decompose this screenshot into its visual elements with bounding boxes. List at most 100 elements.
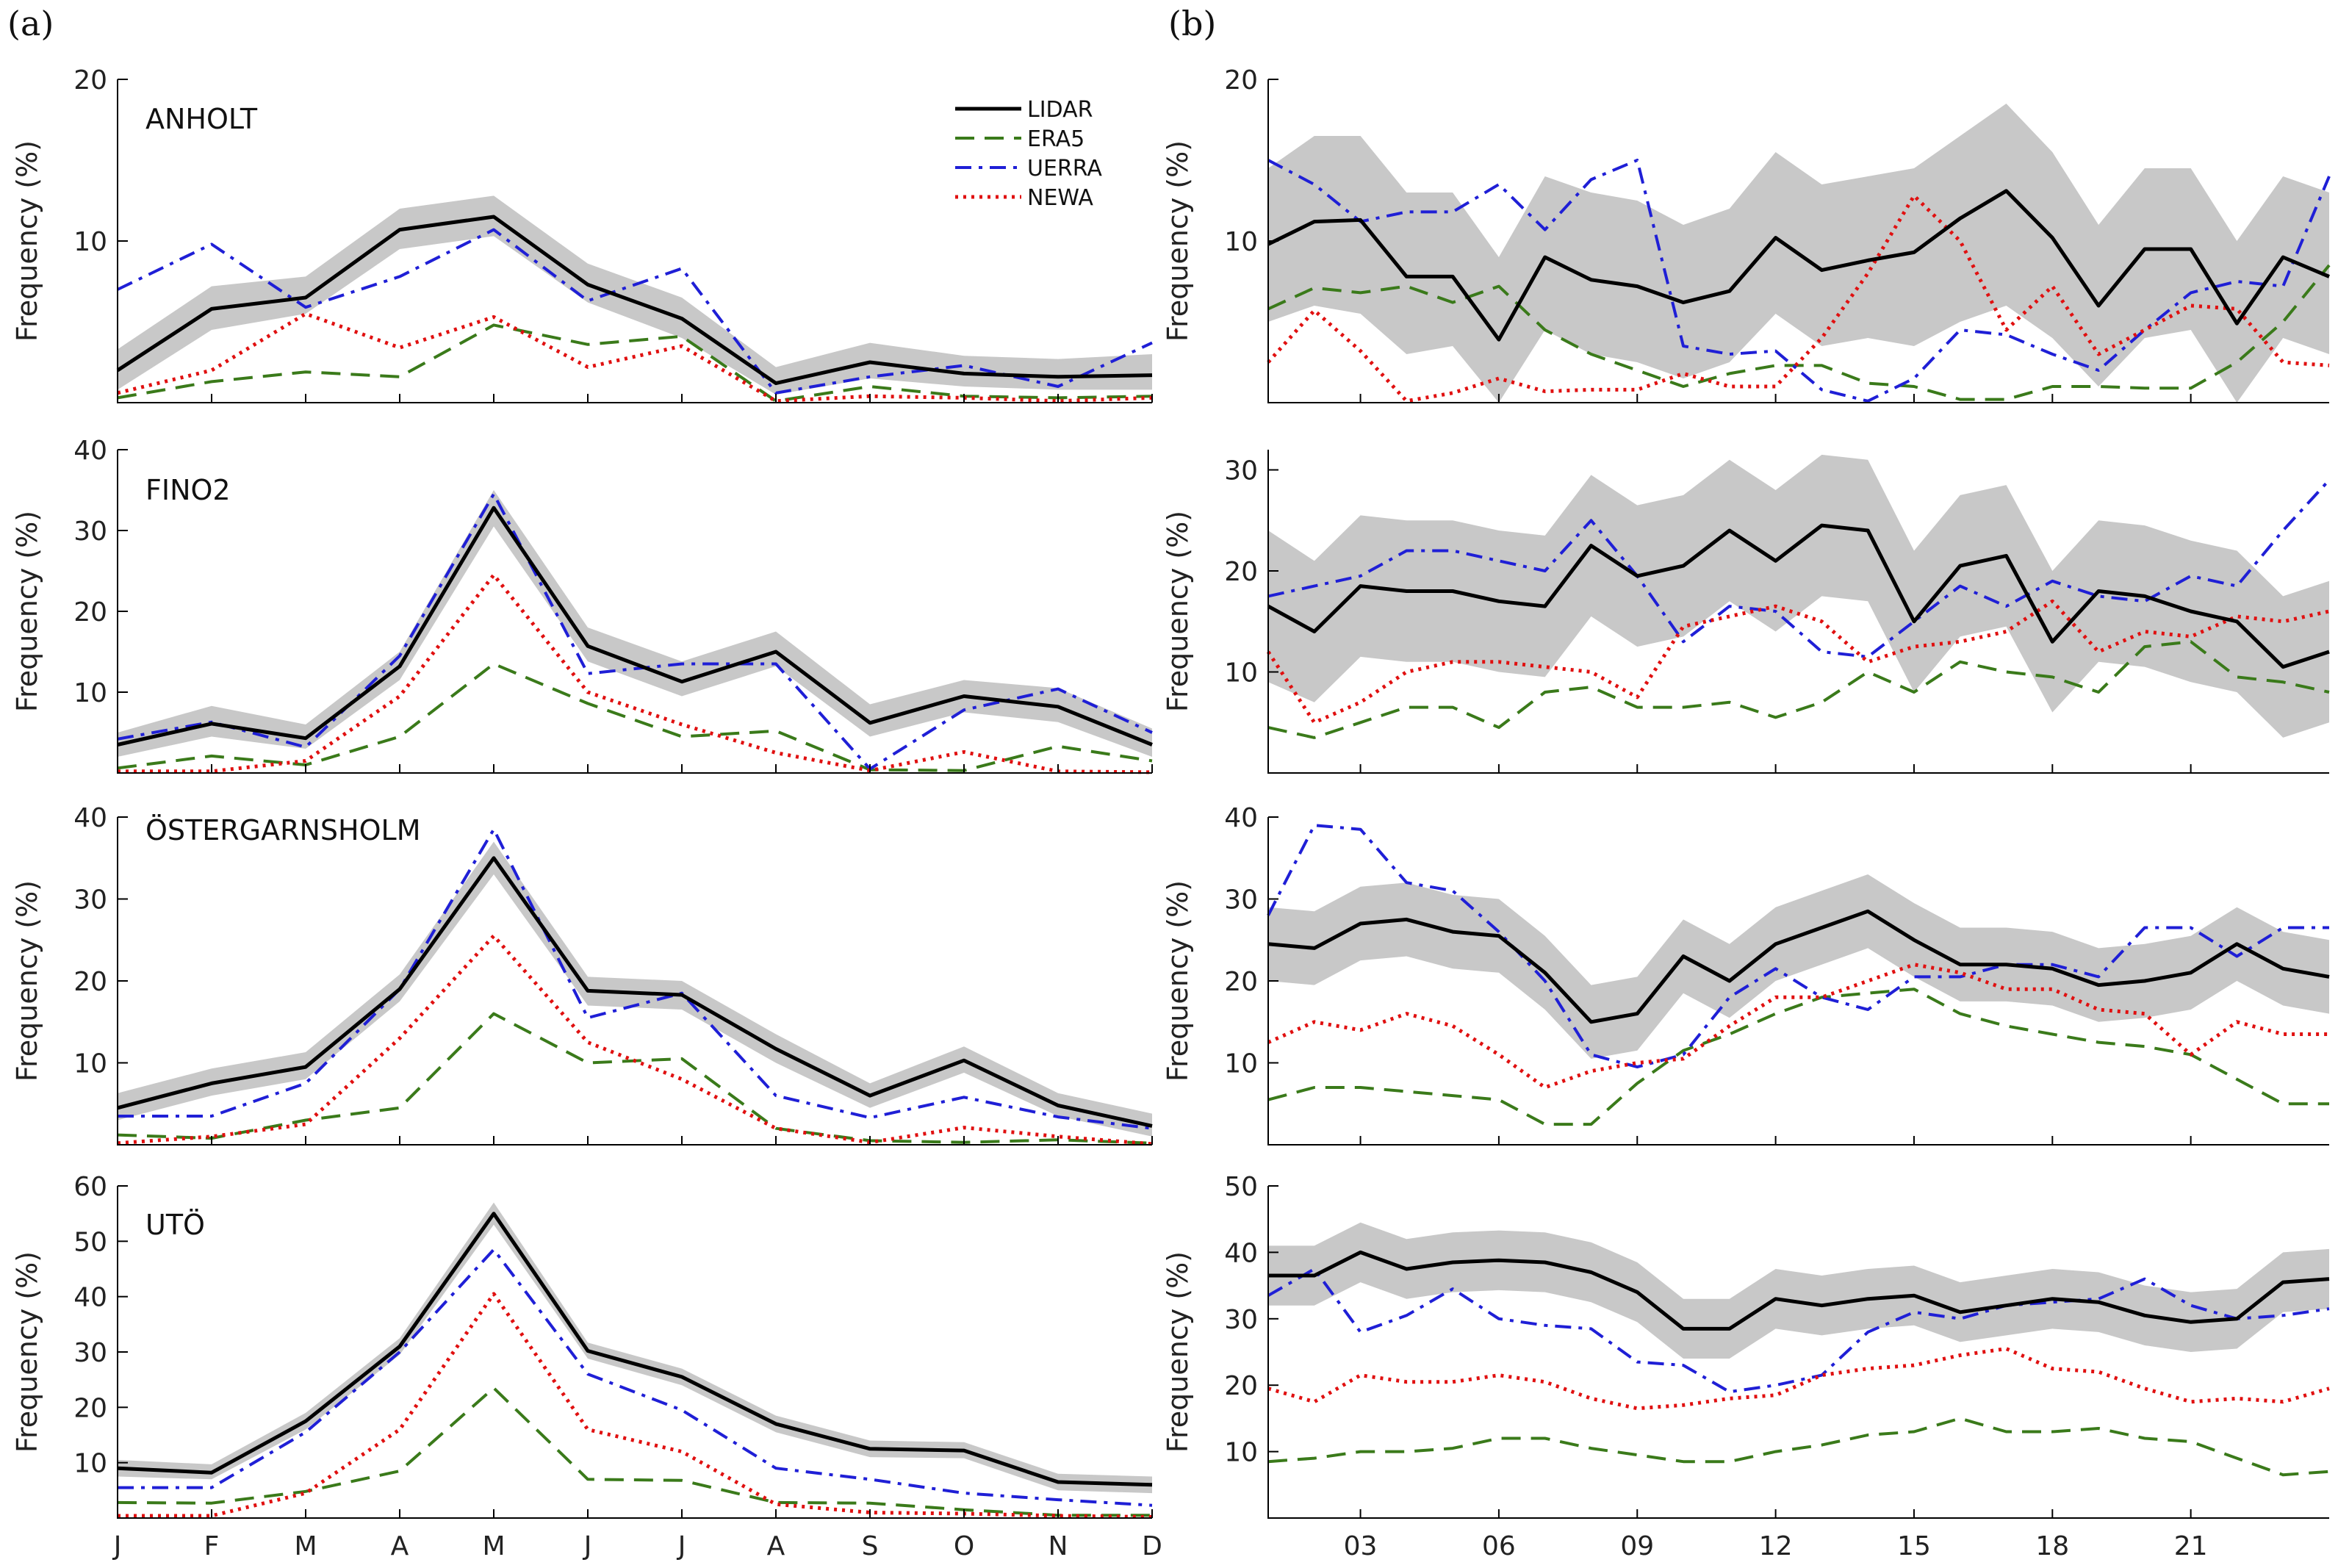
series-line-newa: [117, 934, 1153, 1146]
x-tick-label: S: [862, 1531, 879, 1561]
series-line-uerra: [1267, 824, 2329, 1069]
y-tick-label: 30: [73, 885, 107, 916]
x-tick-label: 03: [1344, 1531, 1378, 1561]
y-tick-label: 50: [1224, 1172, 1258, 1202]
lidar-uncertainty-band: [118, 195, 1152, 395]
y-tick-label: 40: [1224, 803, 1258, 833]
y-tick-label: 40: [73, 1283, 107, 1313]
lidar-uncertainty-band: [118, 490, 1152, 757]
x-tick-label: O: [954, 1531, 974, 1561]
chart-panel-b-4: 10 20 30 40 50 03 06 09 12 15 18 21 Frequency (%): [1162, 1172, 2330, 1561]
lidar-uncertainty-band: [118, 1202, 1152, 1494]
y-axis-label: Frequency (%): [1162, 880, 1194, 1082]
y-axis-label: Frequency (%): [11, 880, 43, 1082]
y-tick-label: 20: [73, 65, 107, 96]
lidar-uncertainty-band: [1268, 454, 2329, 738]
legend-label-lidar: LIDAR: [1027, 97, 1093, 123]
axes: [1267, 79, 2329, 403]
y-axis-label: Frequency (%): [11, 140, 43, 342]
site-name: FINO2: [145, 474, 231, 506]
series-line-uerra: [118, 827, 1153, 1130]
series-line-era5: [117, 1387, 1152, 1517]
x-tick-label: M: [482, 1531, 505, 1561]
series-line-uerra: [117, 492, 1153, 771]
y-tick-label: 40: [73, 803, 107, 833]
x-tick-label: M: [294, 1531, 317, 1561]
x-tick-label: N: [1048, 1531, 1068, 1561]
y-tick-label: 20: [1224, 967, 1258, 997]
x-tick-label: D: [1142, 1531, 1162, 1561]
y-tick-label: 10: [73, 1449, 107, 1479]
y-tick-label: 10: [1224, 227, 1258, 257]
y-tick-label: 30: [73, 517, 107, 547]
legend-item-lidar: LIDAR: [955, 97, 1093, 123]
y-tick-label: 40: [1224, 1238, 1258, 1268]
legend-item-newa: NEWA: [955, 185, 1093, 211]
x-tick-label: 18: [2035, 1531, 2069, 1561]
legend-item-era5: ERA5: [955, 126, 1085, 152]
legend-item-uerra: UERRA: [955, 156, 1102, 181]
y-tick-label: 50: [73, 1227, 107, 1257]
y-tick-label: 40: [73, 436, 107, 466]
x-tick-label: J: [677, 1531, 686, 1561]
y-tick-label: 30: [1224, 456, 1258, 486]
series-line-era5: [1267, 264, 2331, 401]
y-tick-label: 20: [1224, 557, 1258, 587]
series-line-newa: [117, 312, 1153, 403]
x-tick-label: 15: [1897, 1531, 1931, 1561]
series-line-lidar: [117, 856, 1153, 1128]
series-line-era5: [117, 323, 1153, 403]
chart-panel-b-1: 10 20 Frequency (%): [1162, 65, 2331, 403]
y-tick-label: 30: [1224, 885, 1258, 916]
axes: [1267, 450, 2329, 774]
axes: [117, 79, 1152, 403]
series-line-lidar: [1267, 909, 2330, 1024]
series-line-newa: [1267, 1347, 2330, 1411]
x-tick-label: J: [583, 1531, 592, 1561]
series-line-newa: [1266, 599, 2330, 724]
x-tick-label: 12: [1759, 1531, 1793, 1561]
legend-label-newa: NEWA: [1027, 185, 1093, 211]
y-tick-label: 10: [1224, 1049, 1258, 1079]
y-tick-label: 20: [73, 967, 107, 997]
axes: [1267, 1186, 2329, 1519]
x-tick-label: 21: [2174, 1531, 2208, 1561]
series-line-uerra: [1267, 159, 2331, 403]
lidar-uncertainty-band: [118, 841, 1152, 1137]
y-tick-label: 10: [73, 1049, 107, 1079]
y-tick-label: 10: [73, 227, 107, 257]
series-line-lidar: [116, 215, 1153, 386]
legend-label-era5: ERA5: [1027, 126, 1085, 152]
chart-panel-a-2: 10 20 30 40 Frequency (%) FINO2: [11, 436, 1153, 774]
series-line-era5: [1267, 1417, 2330, 1477]
y-tick-label: 20: [1224, 65, 1258, 96]
series-line-lidar: [1267, 523, 2330, 669]
y-tick-label: 10: [73, 678, 107, 708]
panel-b-label: (b): [1168, 4, 1216, 43]
series-line-newa: [118, 573, 1153, 774]
y-tick-label: 30: [1224, 1305, 1258, 1335]
x-tick-label: A: [767, 1531, 785, 1561]
series-line-uerra: [118, 1248, 1153, 1507]
y-axis-label: Frequency (%): [1162, 511, 1194, 712]
series-line-uerra: [1267, 1267, 2330, 1394]
legend-label-uerra: UERRA: [1027, 156, 1102, 181]
y-axis-label: Frequency (%): [1162, 140, 1194, 342]
series-line-era5: [117, 662, 1153, 772]
lidar-uncertainty-band: [1268, 874, 2329, 1059]
series-line-newa: [118, 1292, 1153, 1519]
legend: LIDAR ERA5 UERRA NEWA: [955, 97, 1102, 211]
series-line-uerra: [117, 228, 1153, 395]
y-axis-label: Frequency (%): [11, 511, 43, 712]
y-tick-label: 60: [73, 1172, 107, 1202]
series-line-lidar: [117, 1212, 1153, 1487]
chart-panel-a-4: 10 20 30 40 50 60 J F M A M J J A S O N D Frequency (%) UTÖ: [11, 1172, 1162, 1561]
series-line-era5: [1267, 988, 2329, 1126]
lidar-uncertainty-band: [1268, 1222, 2329, 1359]
y-tick-label: 20: [1224, 1371, 1258, 1401]
series-line-era5: [1267, 640, 2330, 739]
series-line-lidar: [1268, 1250, 2330, 1331]
y-tick-label: 20: [73, 1393, 107, 1423]
chart-panel-a-1: 10 20 Frequency (%) ANHOLT: [11, 65, 1153, 403]
